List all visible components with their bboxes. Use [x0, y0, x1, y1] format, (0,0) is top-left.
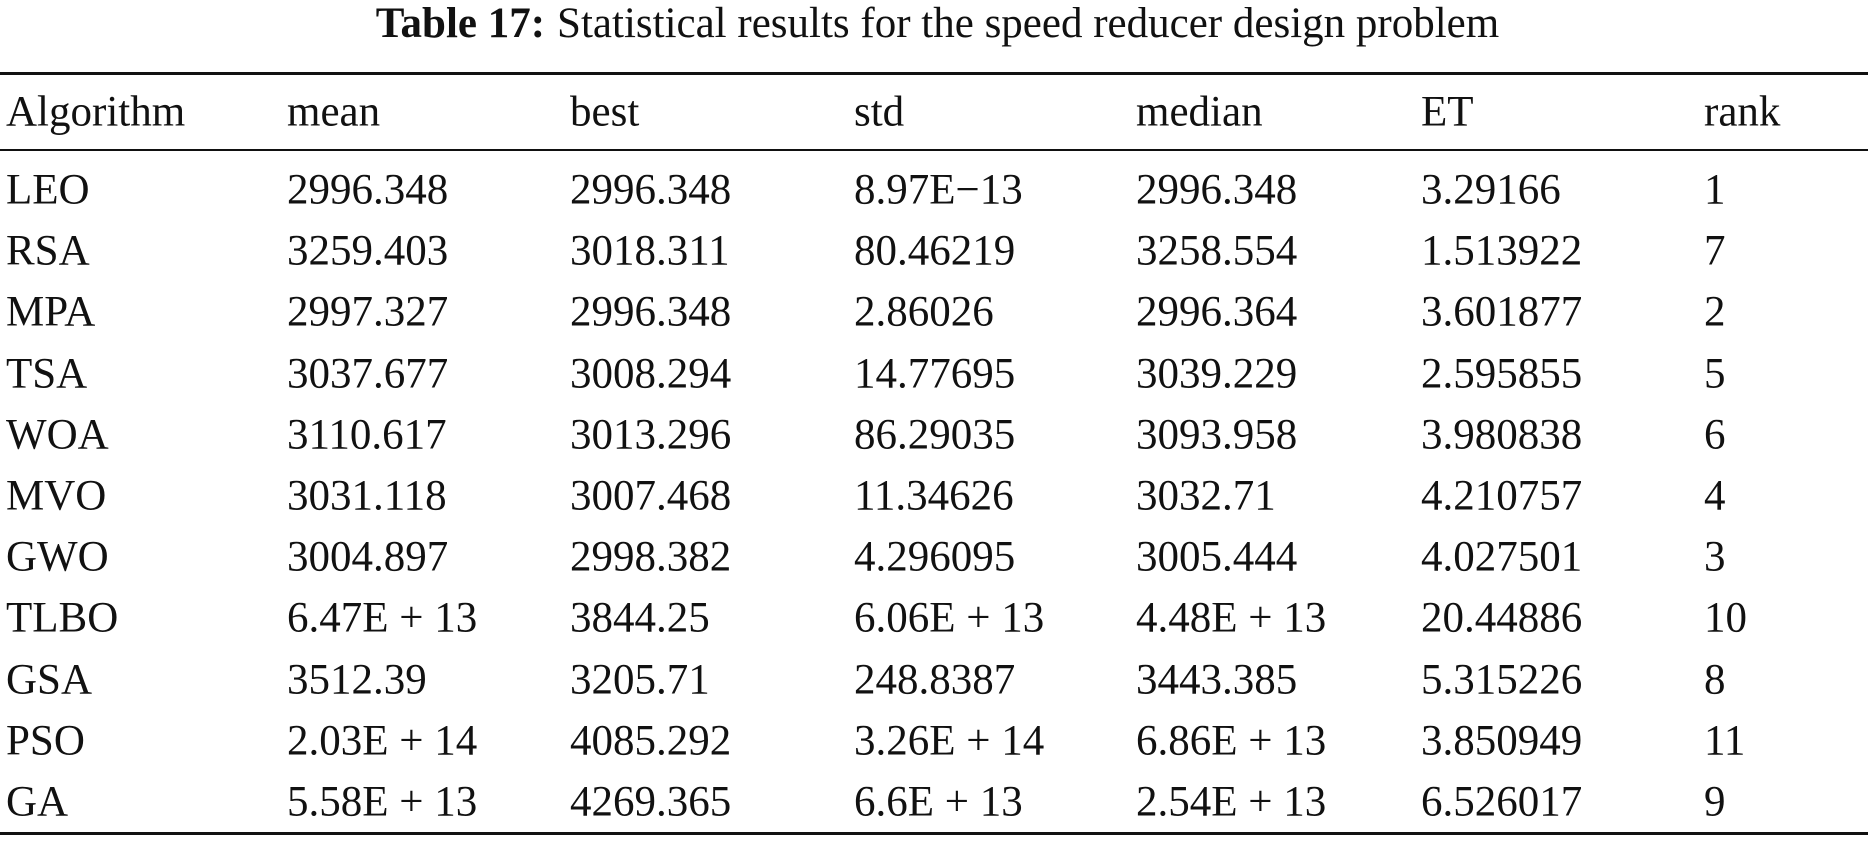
table-cell: 2996.348	[1136, 166, 1298, 214]
header-cell: rank	[1704, 88, 1781, 136]
table-cell: 1	[1704, 166, 1726, 214]
table-cell: 4.296095	[854, 533, 1016, 581]
table-cell: 3031.118	[287, 472, 447, 520]
table-cell: 5.315226	[1421, 656, 1583, 704]
table-cell: 3.980838	[1421, 411, 1583, 459]
table-cell: 3258.554	[1136, 227, 1298, 275]
table-cell: 2.03E + 14	[287, 717, 478, 765]
table-cell: 3110.617	[287, 411, 447, 459]
table-cell: 20.44886	[1421, 594, 1583, 642]
table-cell: 4085.292	[570, 717, 732, 765]
table-cell: 4	[1704, 472, 1726, 520]
table-cell: 3205.71	[570, 656, 710, 704]
table-cell: 3844.25	[570, 594, 710, 642]
top-rule	[0, 72, 1868, 75]
table-cell: 2.54E + 13	[1136, 778, 1327, 826]
table-cell: 3093.958	[1136, 411, 1298, 459]
table-cell: 3.601877	[1421, 288, 1583, 336]
table-cell: 3008.294	[570, 350, 732, 398]
table-cell: 3.850949	[1421, 717, 1583, 765]
table-cell: 2	[1704, 288, 1726, 336]
table-cell: TLBO	[6, 594, 119, 642]
table-cell: 2996.348	[570, 288, 732, 336]
table-cell: 6.86E + 13	[1136, 717, 1327, 765]
table-cell: 3512.39	[287, 656, 427, 704]
table-cell: 7	[1704, 227, 1726, 275]
table-cell: 2996.348	[570, 166, 732, 214]
table-cell: MPA	[6, 288, 96, 336]
table-cell: RSA	[6, 227, 90, 275]
table-cell: 2997.327	[287, 288, 449, 336]
table-cell: 3018.311	[570, 227, 730, 275]
table-cell: 80.46219	[854, 227, 1016, 275]
header-cell: Algorithm	[6, 88, 186, 136]
header-cell: std	[854, 88, 905, 136]
table-cell: 248.8387	[854, 656, 1016, 704]
table-cell: 3007.468	[570, 472, 732, 520]
table-cell: 3032.71	[1136, 472, 1276, 520]
table-cell: GWO	[6, 533, 109, 581]
table-cell: 5	[1704, 350, 1726, 398]
table-cell: 4.027501	[1421, 533, 1583, 581]
table-cell: 3	[1704, 533, 1726, 581]
table-cell: GSA	[6, 656, 93, 704]
table-cell: 3005.444	[1136, 533, 1298, 581]
table-cell: 3443.385	[1136, 656, 1298, 704]
table-cell: 3259.403	[287, 227, 449, 275]
bottom-rule	[0, 832, 1868, 835]
table-cell: WOA	[6, 411, 109, 459]
table-cell: 3.26E + 14	[854, 717, 1045, 765]
table-cell: 3.29166	[1421, 166, 1561, 214]
caption-text: Statistical results for the speed reduce…	[557, 0, 1500, 47]
table-cell: 86.29035	[854, 411, 1016, 459]
table-cell: 6.06E + 13	[854, 594, 1045, 642]
table-cell: 6.526017	[1421, 778, 1583, 826]
table-cell: 6.6E + 13	[854, 778, 1023, 826]
table-cell: TSA	[6, 350, 88, 398]
table-cell: 2996.364	[1136, 288, 1298, 336]
table-cell: 2.595855	[1421, 350, 1583, 398]
caption-label: Table 17:	[375, 0, 546, 47]
header-cell: mean	[287, 88, 381, 136]
table-cell: 14.77695	[854, 350, 1016, 398]
table-cell: 2.86026	[854, 288, 994, 336]
table-cell: 8	[1704, 656, 1726, 704]
table-cell: 4.48E + 13	[1136, 594, 1327, 642]
table-cell: 3039.229	[1136, 350, 1298, 398]
header-cell: median	[1136, 88, 1263, 136]
table-cell: 6	[1704, 411, 1726, 459]
table-cell: 4269.365	[570, 778, 732, 826]
table-cell: 5.58E + 13	[287, 778, 478, 826]
table-cell: 3004.897	[287, 533, 449, 581]
header-cell: ET	[1421, 88, 1474, 136]
table-cell: 11	[1704, 717, 1746, 765]
table-cell: GA	[6, 778, 69, 826]
table-cell: LEO	[6, 166, 90, 214]
table-cell: 4.210757	[1421, 472, 1583, 520]
caption: Table 17: Statistical results for the spe…	[0, 0, 1875, 48]
table-cell: 3037.677	[287, 350, 449, 398]
table-cell: 6.47E + 13	[287, 594, 478, 642]
table-cell: 8.97E−13	[854, 166, 1023, 214]
table-cell: 10	[1704, 594, 1747, 642]
table-cell: 2996.348	[287, 166, 449, 214]
table-cell: 3013.296	[570, 411, 732, 459]
table-cell: 9	[1704, 778, 1726, 826]
table-cell: MVO	[6, 472, 107, 520]
table-cell: 11.34626	[854, 472, 1014, 520]
table-cell: 1.513922	[1421, 227, 1583, 275]
table-cell: PSO	[6, 717, 85, 765]
table-cell: 2998.382	[570, 533, 732, 581]
header-cell: best	[570, 88, 640, 136]
header-rule	[0, 149, 1868, 151]
